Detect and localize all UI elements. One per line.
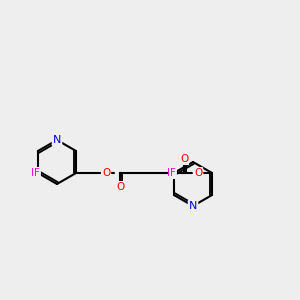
- Text: O: O: [194, 168, 202, 178]
- Text: N: N: [53, 135, 61, 145]
- Text: O: O: [116, 182, 124, 192]
- Text: N: N: [189, 201, 197, 211]
- Text: O: O: [194, 168, 202, 178]
- Text: F: F: [34, 168, 40, 178]
- Text: O: O: [116, 182, 124, 192]
- Text: F: F: [31, 168, 37, 178]
- Text: O: O: [102, 168, 110, 178]
- Text: F: F: [170, 168, 176, 178]
- Text: F: F: [167, 168, 173, 178]
- Text: O: O: [102, 168, 110, 178]
- Text: O: O: [180, 154, 188, 164]
- Text: O: O: [180, 154, 188, 164]
- Text: N: N: [53, 135, 61, 145]
- Text: N: N: [189, 201, 197, 211]
